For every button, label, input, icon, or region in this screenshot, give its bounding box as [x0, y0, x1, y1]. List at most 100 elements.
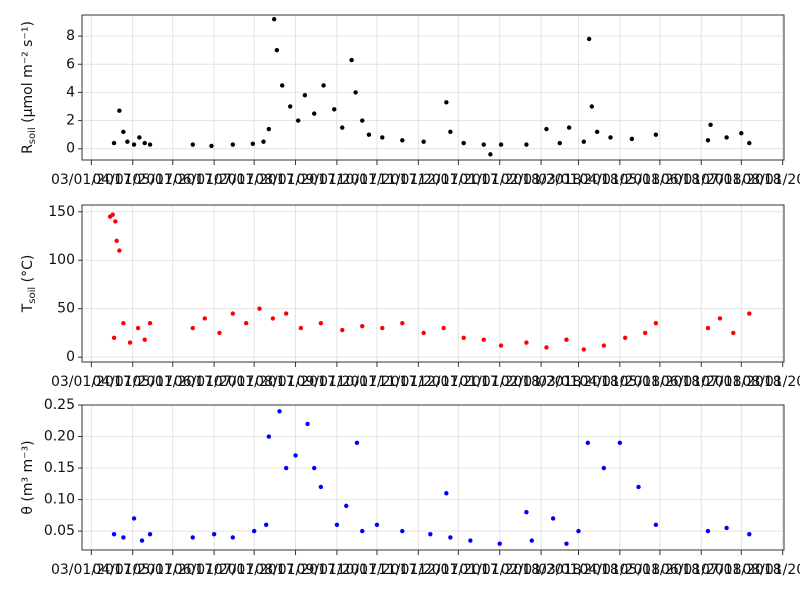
x-tick-label: 05/01/2017	[132, 172, 213, 188]
point	[110, 212, 115, 217]
point	[374, 522, 380, 527]
point	[318, 484, 324, 490]
point	[617, 440, 623, 446]
y-label-part: T	[20, 303, 36, 313]
plot-frame	[81, 404, 785, 551]
point	[360, 118, 365, 123]
point	[380, 325, 385, 331]
point	[461, 335, 466, 340]
x-tick-label: 07/01/2017	[214, 562, 295, 578]
x-tick-label: 12/01/2017	[418, 562, 499, 578]
panel: 0246803/01/201704/01/201705/01/201706/01…	[20, 14, 800, 188]
point	[113, 219, 118, 224]
y-label-part: (μmol m⁻² s⁻¹)	[20, 21, 36, 127]
point	[312, 465, 317, 471]
point	[202, 316, 207, 321]
point	[353, 90, 358, 95]
point	[135, 325, 141, 331]
point	[209, 143, 214, 149]
point	[243, 321, 249, 326]
point	[251, 528, 257, 534]
point	[581, 347, 587, 352]
point	[643, 330, 648, 336]
point	[283, 311, 289, 316]
point	[747, 311, 752, 316]
point	[266, 434, 272, 439]
x-tick-label: 03/01/2018	[538, 172, 619, 188]
x-tick-label: 08/01/2018	[742, 172, 800, 188]
x-tick-label: 06/01/2018	[661, 172, 742, 188]
x-tick-label: 04/01/2018	[579, 374, 660, 390]
point	[190, 325, 195, 331]
point	[298, 325, 304, 331]
point	[481, 142, 486, 147]
x-tick-label: 01/01/2018	[459, 562, 540, 578]
y-tick-label: 6	[66, 56, 75, 72]
x-tick-label: 05/01/2018	[620, 562, 701, 578]
point	[564, 337, 569, 342]
x-tick-label: 05/01/2018	[620, 374, 701, 390]
y-axis-label: Tsoil (°C)	[20, 255, 38, 314]
point	[270, 316, 276, 321]
point	[400, 138, 405, 143]
point	[724, 135, 729, 140]
point	[594, 129, 600, 135]
point	[360, 323, 365, 329]
plot-frame	[81, 14, 785, 161]
point	[312, 111, 317, 116]
y-tick-label: 0	[66, 141, 75, 157]
point	[279, 83, 285, 88]
point	[277, 409, 282, 414]
point	[400, 321, 405, 326]
point	[421, 330, 426, 336]
x-tick-label: 01/01/2018	[459, 172, 540, 188]
point	[142, 140, 147, 146]
point	[529, 538, 534, 543]
y-tick-label: 0.10	[44, 492, 75, 508]
x-tick-label: 10/01/2017	[337, 562, 418, 578]
x-tick-label: 08/01/2017	[255, 562, 336, 578]
point	[230, 535, 236, 540]
y-axis-label: Rsoil (μmol m⁻² s⁻¹)	[20, 21, 38, 154]
point	[550, 516, 556, 521]
point	[421, 139, 426, 144]
point	[653, 522, 659, 527]
x-tick-label: 11/01/2017	[378, 172, 459, 188]
point	[131, 142, 137, 147]
point	[147, 532, 153, 537]
point	[581, 139, 587, 144]
point	[190, 142, 195, 147]
x-tick-label: 02/01/2018	[501, 172, 582, 188]
y-tick-label: 8	[66, 28, 75, 44]
x-tick-label: 08/01/2017	[255, 374, 336, 390]
point	[340, 125, 345, 130]
x-tick-label: 07/01/2017	[214, 172, 295, 188]
point	[524, 142, 529, 147]
point	[318, 321, 324, 326]
point	[524, 509, 529, 515]
point	[296, 118, 301, 123]
point	[444, 100, 449, 105]
point	[400, 528, 405, 534]
point	[137, 135, 142, 140]
x-tick-label: 06/01/2017	[174, 374, 255, 390]
panel: 05010015003/01/201704/01/201705/01/20170…	[20, 204, 800, 390]
y-label-part: soil	[27, 287, 38, 304]
point	[211, 532, 217, 537]
x-tick-label: 02/01/2018	[501, 374, 582, 390]
x-tick-label: 04/01/2017	[92, 172, 173, 188]
point	[293, 453, 298, 458]
point	[566, 125, 572, 130]
point	[747, 140, 752, 146]
x-tick-label: 06/01/2017	[174, 562, 255, 578]
point	[250, 141, 256, 147]
x-tick-label: 05/01/2017	[132, 562, 213, 578]
point	[305, 421, 310, 427]
x-tick-label: 12/01/2017	[418, 172, 499, 188]
x-tick-label: 09/01/2017	[297, 374, 378, 390]
point	[127, 340, 133, 345]
point	[217, 330, 222, 336]
point	[274, 47, 280, 53]
point	[147, 321, 153, 326]
